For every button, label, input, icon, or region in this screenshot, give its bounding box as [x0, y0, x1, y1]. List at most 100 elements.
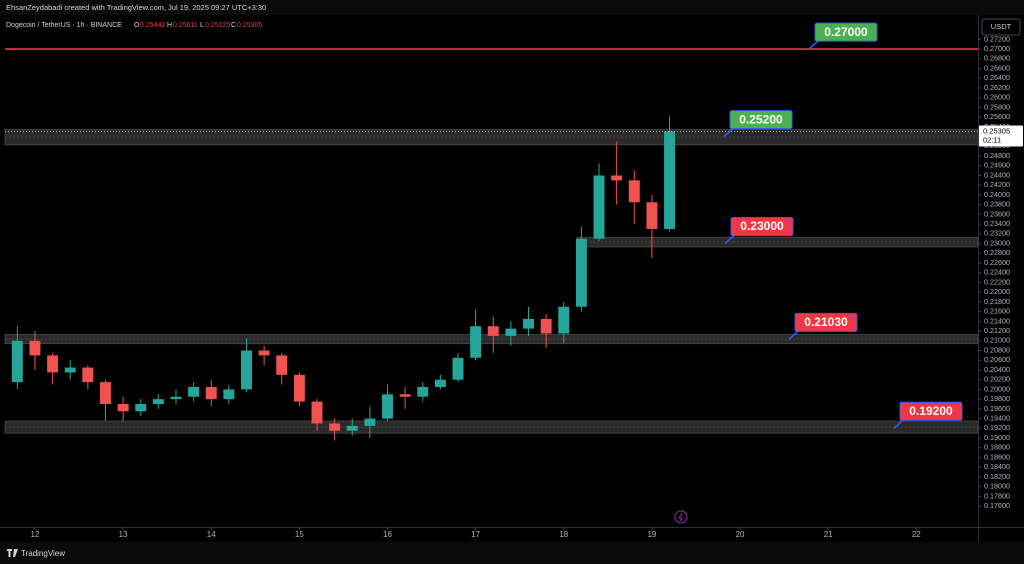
- candle-body: [241, 350, 252, 390]
- event-icon[interactable]: [674, 510, 688, 524]
- candle-body: [64, 367, 76, 373]
- y-tick-label: 0.26800: [984, 54, 1010, 63]
- candle-body: [205, 386, 217, 400]
- candle: [611, 141, 623, 205]
- y-tick-label: 0.23000: [984, 238, 1010, 247]
- x-tick-label: 14: [207, 530, 216, 539]
- y-tick-label: 0.22600: [984, 258, 1010, 267]
- plot-area: 0.176000.178000.180000.182000.184000.186…: [4, 22, 1023, 539]
- candle-body: [664, 131, 675, 229]
- level-box: [899, 401, 963, 421]
- y-tick-label: 0.23800: [984, 200, 1010, 209]
- candle-body: [329, 423, 341, 431]
- candle: [540, 314, 552, 349]
- candle: [82, 365, 94, 390]
- x-tick-label: 16: [383, 530, 392, 539]
- candle-body: [117, 403, 129, 412]
- y-tick-label: 0.26600: [984, 63, 1010, 72]
- candle-body: [11, 340, 23, 383]
- candle: [100, 379, 111, 422]
- candle: [382, 384, 393, 422]
- candle: [628, 170, 640, 225]
- candle-body: [575, 238, 587, 307]
- current-price-label: 0.25305: [983, 126, 1010, 135]
- y-tick-label: 0.22200: [984, 277, 1010, 286]
- x-tick-label: 21: [824, 530, 833, 539]
- candle: [575, 226, 587, 312]
- y-tick-label: 0.20400: [984, 365, 1010, 374]
- candle: [417, 382, 429, 402]
- candle: [364, 406, 376, 439]
- x-tick-label: 13: [119, 530, 128, 539]
- level-pointer: [723, 127, 735, 138]
- candle-body: [29, 340, 41, 356]
- ohlc-value: 0.25305: [237, 22, 262, 29]
- y-tick-label: 0.26400: [984, 73, 1010, 82]
- candle: [276, 352, 288, 385]
- y-tick-label: 0.21200: [984, 326, 1010, 335]
- y-tick-label: 0.22400: [984, 268, 1010, 277]
- candle-body: [188, 386, 200, 397]
- level-label: 0.25200: [739, 112, 783, 126]
- y-tick-label: 0.24600: [984, 161, 1010, 170]
- candle-body: [364, 418, 376, 426]
- y-tick-label: 0.17600: [984, 501, 1010, 510]
- candle-body: [293, 374, 305, 402]
- y-tick-label: 0.21400: [984, 316, 1010, 325]
- candle-body: [646, 202, 658, 229]
- y-tick-label: 0.26000: [984, 93, 1010, 102]
- ohlc-value: 0.25442: [140, 22, 165, 29]
- y-tick-label: 0.20000: [984, 384, 1010, 393]
- candle-body: [593, 175, 605, 239]
- candle: [64, 360, 76, 380]
- candle: [170, 389, 182, 404]
- candle: [47, 352, 59, 385]
- y-tick-label: 0.18600: [984, 452, 1010, 461]
- x-tick-label: 12: [31, 530, 40, 539]
- level-label: 0.27000: [824, 25, 868, 39]
- candle: [29, 331, 41, 370]
- currency-button[interactable]: [981, 18, 1021, 36]
- y-tick-label: 0.24000: [984, 190, 1010, 199]
- y-tick-label: 0.20600: [984, 355, 1010, 364]
- event-icon-bolt: [678, 512, 683, 522]
- ohlc-key: C: [231, 22, 236, 29]
- y-tick-label: 0.18000: [984, 482, 1010, 491]
- candle: [152, 394, 164, 409]
- y-tick-label: 0.20200: [984, 375, 1010, 384]
- candle-body: [505, 328, 517, 336]
- candle: [188, 382, 200, 402]
- candle: [11, 326, 23, 390]
- y-tick-label: 0.22000: [984, 287, 1010, 296]
- y-tick-label: 0.19800: [984, 394, 1010, 403]
- footer-brand: TradingView: [21, 549, 65, 558]
- y-tick-label: 0.19200: [984, 423, 1010, 432]
- candle: [558, 301, 570, 344]
- level-label: 0.19200: [909, 404, 953, 418]
- y-tick-label: 0.27000: [984, 44, 1010, 53]
- ohlc-key: H: [167, 22, 172, 29]
- currency[interactable]: USDT: [991, 22, 1012, 31]
- candle-body: [258, 350, 270, 356]
- footer-bar: [0, 542, 1024, 564]
- candle-body: [399, 394, 411, 397]
- header-bar: [0, 0, 1024, 15]
- y-tick-label: 0.21800: [984, 297, 1010, 306]
- candle: [470, 309, 482, 361]
- x-tick-label: 15: [295, 530, 304, 539]
- footer-logo: [7, 549, 18, 557]
- candle-body: [47, 355, 59, 373]
- candle-body: [434, 379, 446, 387]
- candle: [117, 396, 129, 422]
- y-tick-label: 0.19600: [984, 404, 1010, 413]
- ohlc-key: L: [200, 22, 204, 29]
- candle-body: [628, 180, 640, 203]
- candle-body: [611, 175, 623, 181]
- candle-body: [346, 425, 358, 431]
- symbol: Dogecoin / TetherUS · 1h · BINANCE: [6, 22, 122, 29]
- y-tick-label: 0.18400: [984, 462, 1010, 471]
- candle: [646, 194, 658, 259]
- y-tick-label: 0.21600: [984, 307, 1010, 316]
